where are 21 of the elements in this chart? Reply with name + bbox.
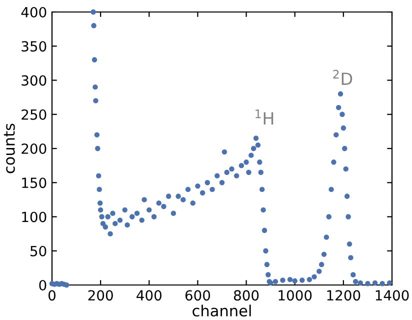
y-tick-label: 350: [22, 41, 46, 52]
annotation: $^{2}$D: [333, 70, 352, 85]
y-tick-label: 150: [22, 178, 46, 188]
x-tick-label: 1400: [376, 290, 409, 301]
x-tick-label: 600: [185, 290, 210, 301]
y-tick-label: 200: [22, 143, 46, 154]
x-tick-label: 1000: [278, 290, 312, 301]
x-tick-label: 800: [234, 290, 259, 301]
y-tick-label: 250: [22, 109, 46, 120]
x-axis-title: channel: [192, 304, 251, 317]
y-axis-title: counts: [4, 124, 15, 174]
x-tick-label: 1200: [327, 290, 360, 301]
x-tick-label: 200: [88, 290, 113, 301]
y-tick-label: 0: [39, 280, 46, 290]
y-tick-label: 300: [22, 75, 46, 86]
x-tick-label: 400: [136, 290, 162, 301]
y-tick-label: 400: [21, 6, 46, 18]
y-tick-label: 50: [30, 246, 46, 256]
x-tick-label: 0: [48, 290, 56, 301]
y-tick-label: 100: [22, 212, 46, 222]
annotation: $^{1}$H: [256, 110, 274, 124]
